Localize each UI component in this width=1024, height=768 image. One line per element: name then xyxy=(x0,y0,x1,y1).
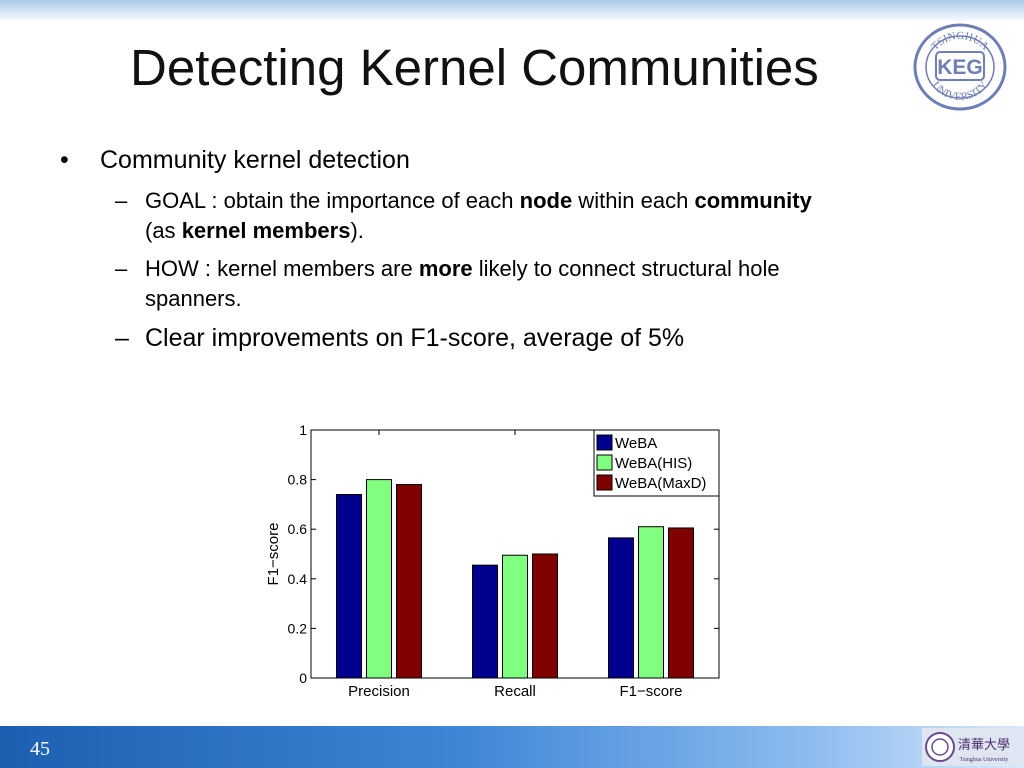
legend xyxy=(593,429,720,497)
bar xyxy=(396,484,422,679)
legend-swatch xyxy=(596,474,613,491)
tsinghua-footer-logo: 清華大學 Tsinghua University xyxy=(922,728,1022,766)
keg-logo: TSINGHUA UNIVERSITY KEG xyxy=(913,23,1007,111)
legend-entry: WeBA xyxy=(615,435,657,452)
y-tick-label: 0.6 xyxy=(288,521,308,537)
bar xyxy=(366,479,392,679)
legend-entry: WeBA(HIS) xyxy=(615,455,692,472)
bar xyxy=(668,527,694,679)
goal-bold-kernel-members: kernel members xyxy=(181,218,351,243)
bullet-main-text: Community kernel detection xyxy=(100,146,410,174)
footer-logo-sub-text: Tsinghua University xyxy=(960,757,1009,763)
goal-bold-community: community xyxy=(694,188,812,213)
bullet-dot-icon: • xyxy=(60,146,69,174)
bar xyxy=(472,564,498,679)
bar xyxy=(608,537,634,679)
how-bold-more: more xyxy=(418,256,473,281)
seal-icon xyxy=(925,732,955,762)
slide-title: Detecting Kernel Communities xyxy=(130,39,819,96)
header-band xyxy=(0,0,1024,22)
y-tick-label: 0.2 xyxy=(288,620,308,636)
x-tick-label: Precision xyxy=(348,683,410,700)
y-axis-label: F1−score xyxy=(265,523,282,586)
goal-bold-node: node xyxy=(519,188,573,213)
bar xyxy=(502,554,528,679)
bar xyxy=(336,493,362,679)
y-tick-label: 0 xyxy=(299,670,307,686)
legend-swatch xyxy=(596,454,613,471)
x-tick-label: Recall xyxy=(494,683,536,700)
y-tick-label: 1 xyxy=(299,422,307,438)
logo-center-text: KEG xyxy=(937,56,983,79)
legend-swatch xyxy=(596,434,613,451)
footer-logo-main-text: 清華大學 xyxy=(958,738,1010,753)
bar xyxy=(532,553,558,679)
bar xyxy=(638,526,664,679)
x-tick-label: F1−score xyxy=(620,683,683,700)
dash-icon: – xyxy=(115,256,128,281)
y-tick-label: 0.4 xyxy=(288,571,308,587)
page-number: 45 xyxy=(30,738,50,760)
y-tick-label: 0.8 xyxy=(288,472,308,488)
footer-bar xyxy=(0,726,1024,768)
f1-bar-chart: 0 0.2 0.4 0.6 0.8 1 Precision Recall F1−score F1−… xyxy=(265,422,720,700)
legend-entry: WeBA(MaxD) xyxy=(615,475,706,492)
bullet-result-text: Clear improvements on F1-score, average … xyxy=(145,324,685,352)
dash-icon: – xyxy=(115,188,128,213)
dash-icon: – xyxy=(115,324,129,352)
